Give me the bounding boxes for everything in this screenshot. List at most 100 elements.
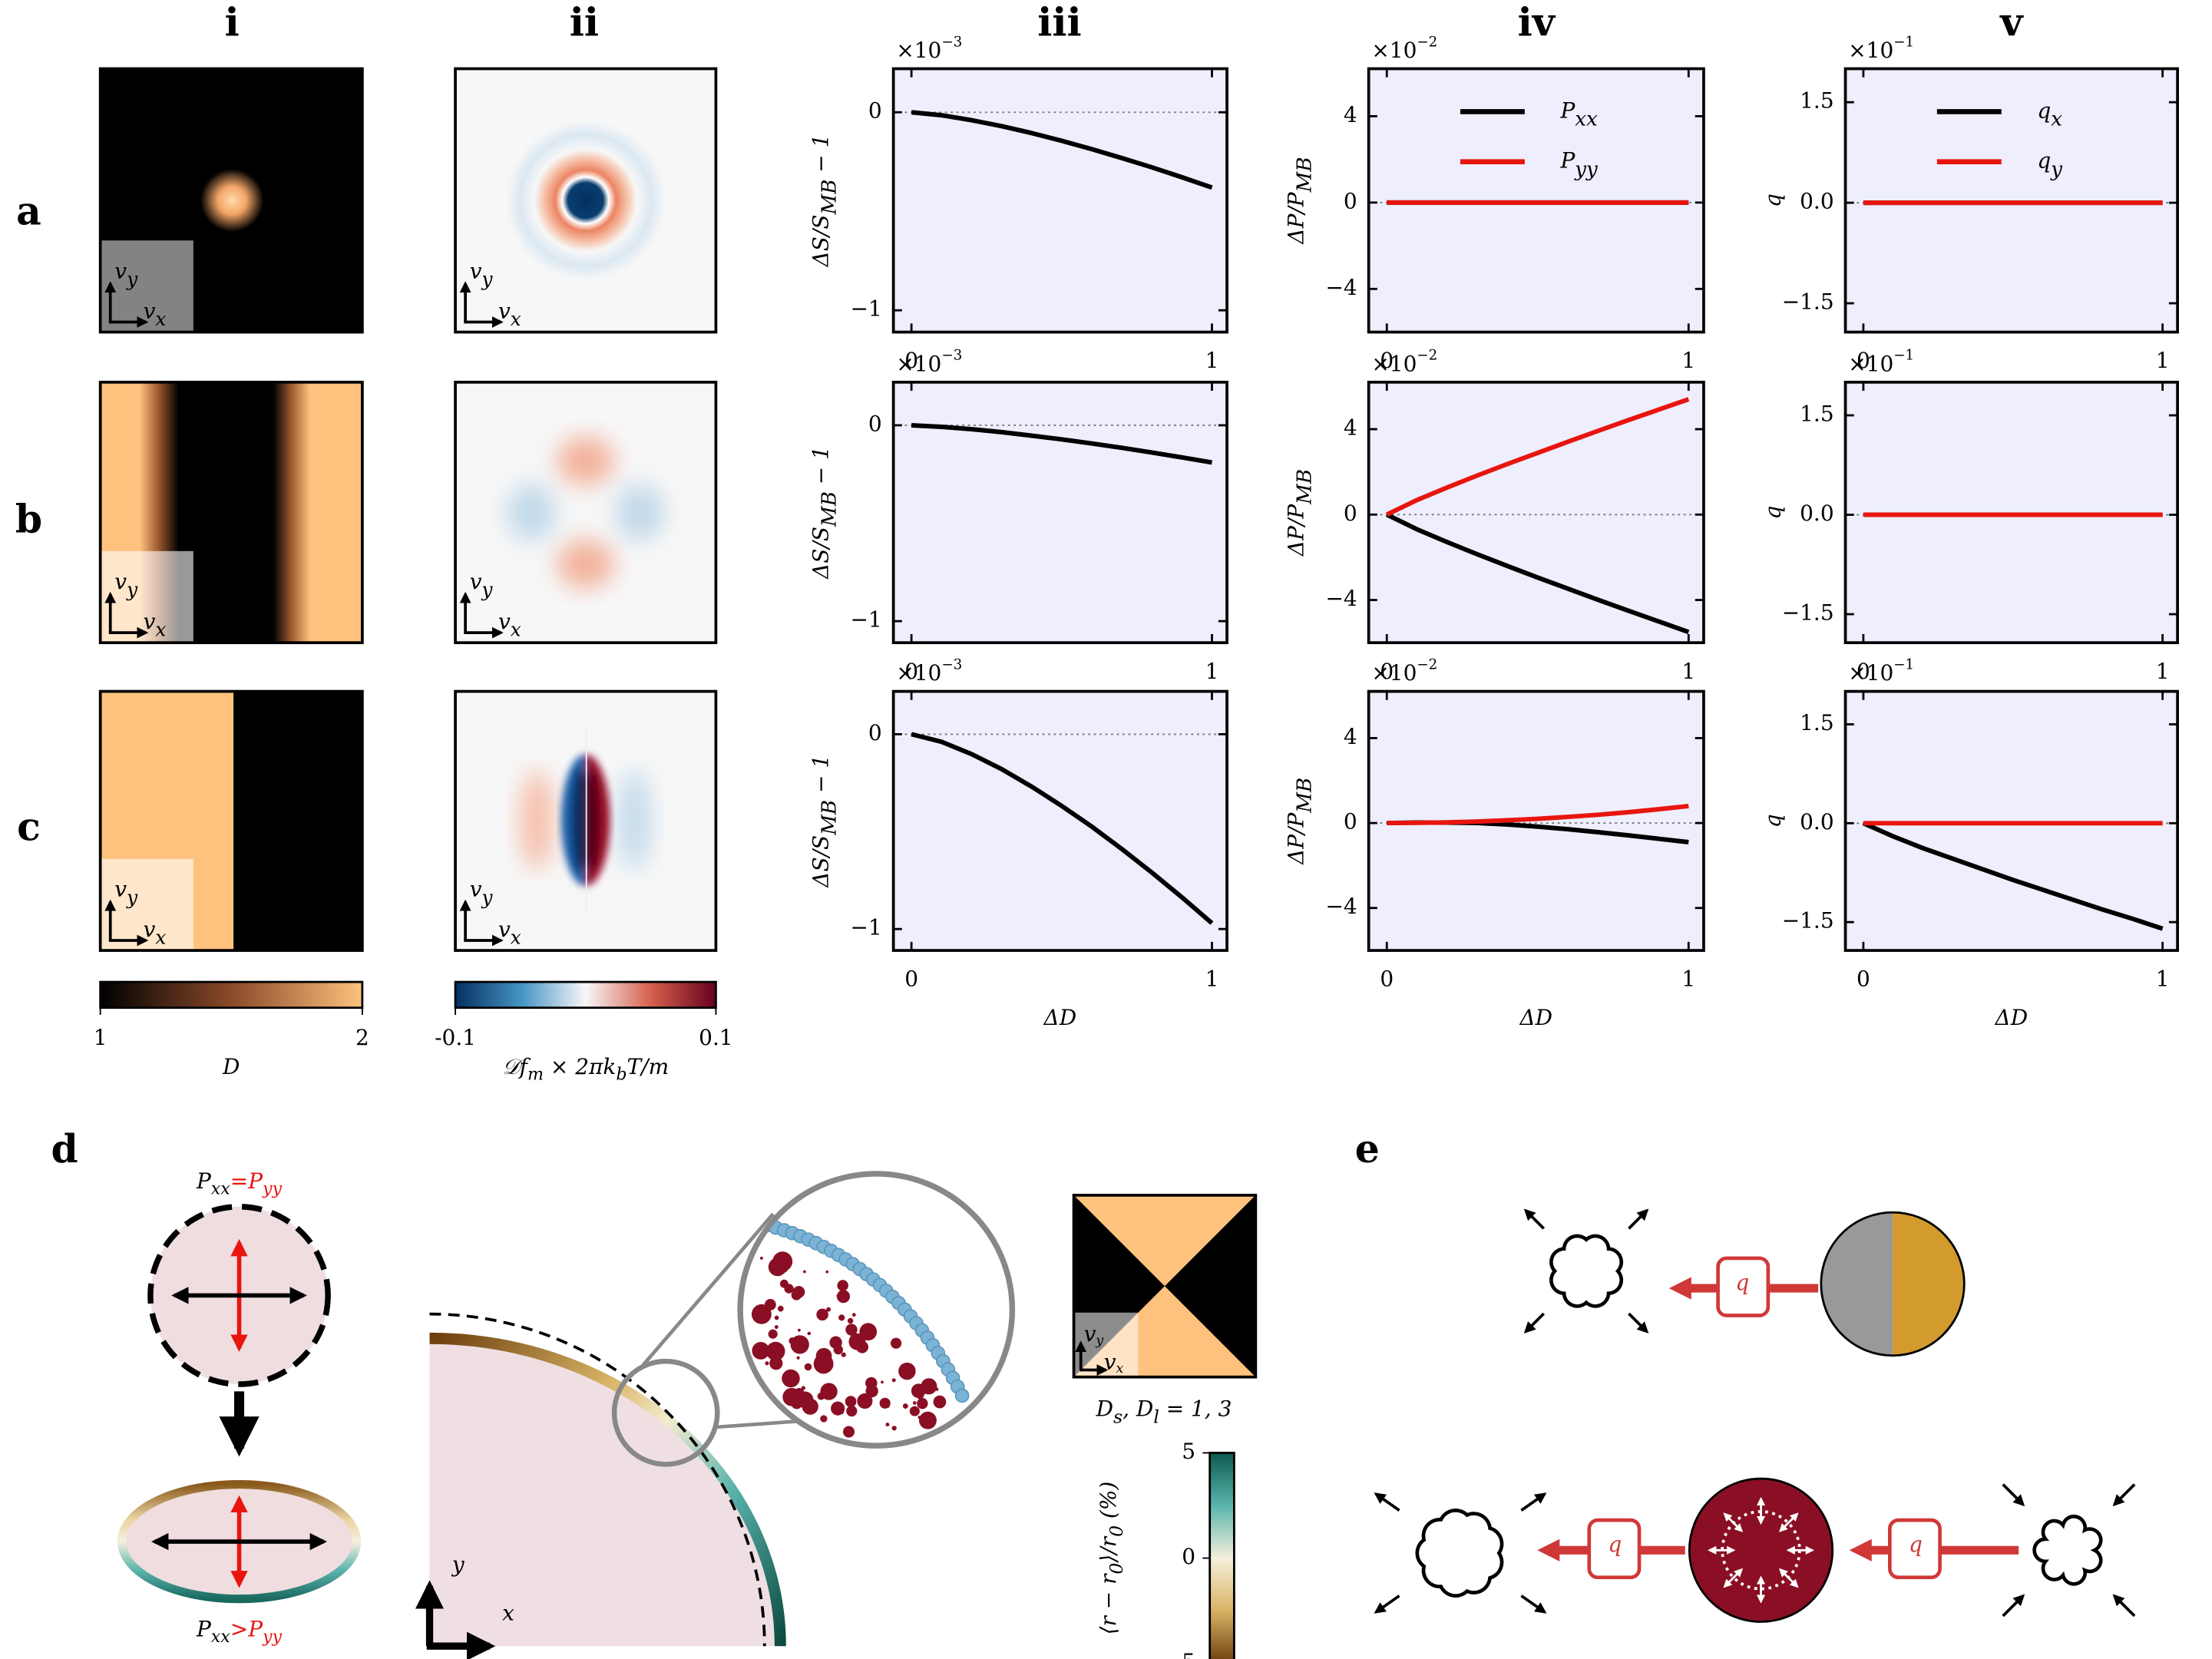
inset-label: vy: [114, 568, 138, 600]
panel-label: d: [51, 1126, 78, 1172]
text-part: ×10: [1848, 660, 1893, 686]
text-part: v: [144, 609, 156, 634]
x-axis-label: ΔD: [1519, 1005, 1552, 1030]
y-tick-label: 0: [868, 411, 882, 436]
particle: [934, 1403, 937, 1406]
particle: [841, 1352, 846, 1357]
text-part: ×10: [1848, 351, 1893, 376]
x-tick-label: 1: [2156, 967, 2170, 992]
heatmap-distribution-shape-shape-shape: [585, 768, 600, 872]
text-part: v: [498, 609, 511, 634]
plot-frame: [891, 380, 1228, 645]
inset-label: vy: [1084, 1320, 1104, 1347]
inset-label: vy: [470, 568, 494, 600]
column-label: i: [225, 0, 240, 45]
text-part: v: [1104, 1349, 1116, 1374]
heatmap-distribution-shape: [454, 380, 718, 645]
y-axis-label: ΔP/PMB: [1283, 778, 1317, 865]
text-part: MB: [1294, 157, 1317, 193]
y-tick-label: 1.5: [1800, 402, 1833, 427]
text-part: T/m: [627, 1053, 670, 1079]
flow-arrow: [1520, 1492, 1547, 1512]
pressure-arrow: [1778, 1512, 1799, 1532]
particle: [857, 1393, 873, 1409]
plot-frame: [891, 689, 1228, 952]
flow-arrow: [2002, 1483, 2025, 1507]
particle: [859, 1323, 878, 1341]
particle: [915, 1389, 921, 1394]
text-part: −3: [941, 34, 962, 50]
particle: [890, 1337, 902, 1349]
text-part: 𝒟f: [502, 1053, 531, 1079]
heatmap-diffusivity-shape: [98, 689, 364, 952]
y-axis-label: ΔS/SMB − 1: [808, 134, 841, 268]
inset-label: vy: [470, 258, 494, 290]
text-part: v: [114, 876, 127, 901]
axis-exponent: ×10−1: [1848, 34, 1914, 62]
particle: [791, 1397, 803, 1409]
y-tick-label: −1: [850, 915, 881, 940]
y-axis-label: ΔS/SMB − 1: [808, 755, 841, 888]
particle: [891, 1426, 897, 1431]
text-part: >P: [230, 1616, 263, 1641]
inset-label: vy: [470, 876, 494, 908]
colorbar-tick-label: 0.1: [699, 1025, 732, 1050]
text-part: −1: [1893, 34, 1914, 50]
particle: [845, 1324, 858, 1336]
particle: [848, 1333, 866, 1350]
y-axis-label: ΔP/PMB: [1283, 469, 1317, 557]
text-part: q: [1760, 506, 1785, 520]
particle: [765, 1361, 769, 1366]
inset-label: vy: [114, 258, 138, 290]
particle: [751, 1304, 772, 1324]
particle: [830, 1392, 835, 1397]
flow-arrow: [1374, 1492, 1400, 1512]
text-part: x: [155, 308, 166, 330]
particle: [842, 1426, 855, 1438]
particle: [837, 1280, 848, 1291]
particle: [918, 1411, 937, 1429]
particle: [804, 1363, 812, 1371]
particle: [793, 1388, 805, 1399]
text-part: −3: [941, 348, 962, 364]
x-tick-label: 1: [1681, 659, 1695, 684]
particle: [933, 1395, 947, 1409]
text-part: −2: [1417, 348, 1437, 364]
y-tick-label: 0: [868, 720, 882, 745]
particle: [785, 1373, 790, 1378]
inset-label: vx: [498, 298, 521, 330]
x-tick-label: 0: [1380, 659, 1394, 684]
particle: [935, 1387, 939, 1391]
data-line: [1862, 821, 2164, 931]
plot-frame: [1843, 689, 2179, 952]
panel-d-shape: [640, 1212, 775, 1369]
y-axis-label: q: [1760, 506, 1785, 520]
panel-label: e: [1355, 1126, 1380, 1172]
cloud: [2032, 1514, 2103, 1586]
particle: [820, 1415, 828, 1423]
particle: [831, 1401, 845, 1416]
y-tick-label: −1.5: [1782, 908, 1834, 934]
pressure-arrow: [1778, 1568, 1799, 1588]
plot-frame: [1843, 380, 2179, 645]
particle: [752, 1342, 770, 1360]
text-part: y: [126, 886, 138, 908]
text-part: −1: [1893, 348, 1914, 364]
text-part: v: [470, 258, 482, 283]
wall-particle: [954, 1388, 970, 1403]
flow-arrow: [2002, 1594, 2025, 1618]
flow-arrow: [1374, 1595, 1400, 1614]
panel-d-shape: [429, 1332, 786, 1647]
text-part: ΔP/P: [1283, 191, 1308, 244]
x-tick-label: 0: [1857, 348, 1870, 373]
text-part: y: [481, 578, 494, 600]
particle: [765, 1341, 785, 1361]
flow-arrow: [2112, 1594, 2136, 1618]
text-part: ×10: [1371, 38, 1417, 63]
panel-e-shape: [1893, 1212, 1965, 1356]
text-part: x: [2051, 108, 2062, 131]
y-tick-label: −1.5: [1782, 289, 1834, 315]
text-part: D: [1096, 1396, 1113, 1421]
particle: [796, 1356, 800, 1360]
